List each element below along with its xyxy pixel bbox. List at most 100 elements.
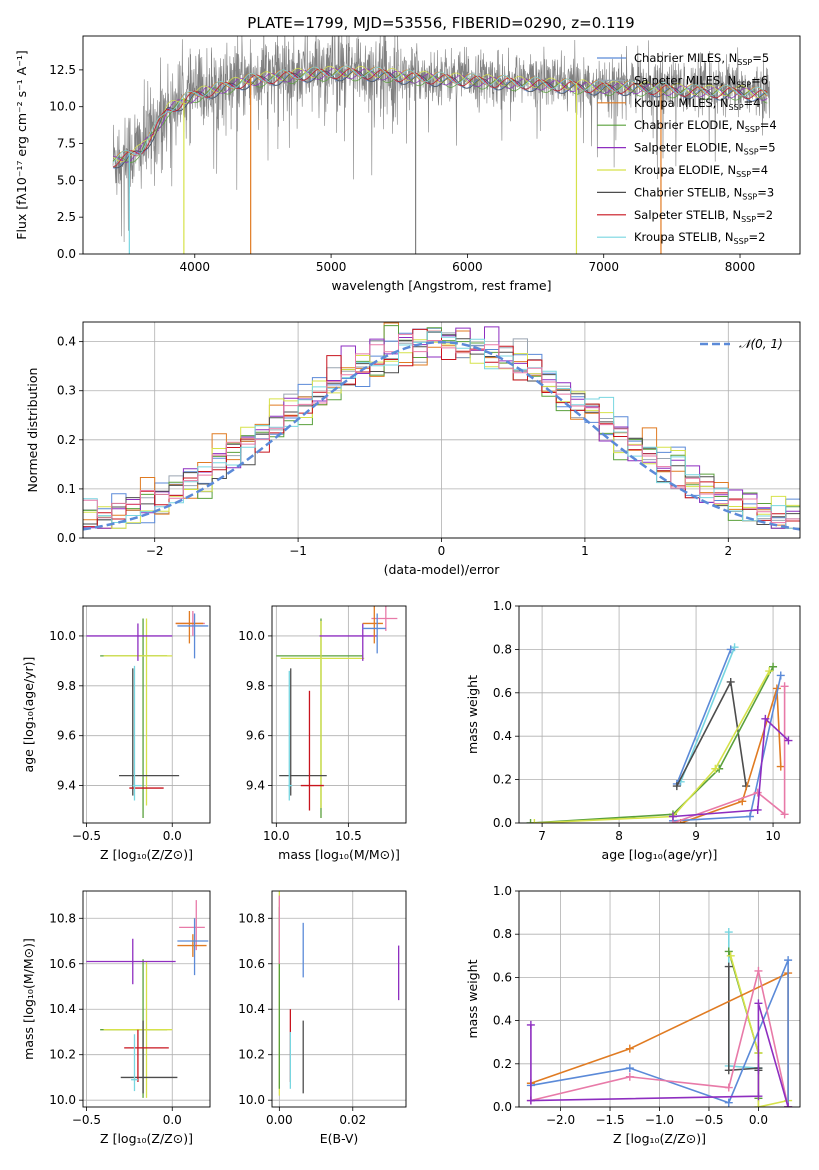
y-tick-label: 0.2 (493, 1057, 512, 1071)
massweight_vs_Z-panel: −2.0 −1.5 −1.0 −0.5 0.0 0.0 0.2 0.4 0.6 0.8 1.0 Z [… (465, 884, 801, 1146)
x-tick-label: 7000 (588, 260, 619, 274)
y-tick-label: 7.5 (57, 137, 76, 151)
legend-label-subscript: SSP (745, 125, 760, 134)
legend-label-text: Chabrier ELODIE, N (634, 118, 745, 132)
y-tick-label: 10.8 (49, 911, 76, 925)
massweight_vs_age-panel: 7 8 9 10 0.0 0.2 0.4 0.6 0.8 1.0 age [log₁₀(age/yr… (465, 599, 801, 862)
massweight_vs_Z-plot-area (526, 928, 793, 1107)
legend-label: Kroupa STELIB, NSSP=2 (634, 230, 765, 246)
y-tick-label: 0.0 (493, 816, 512, 830)
legend-label-subscript: SSP (742, 192, 757, 201)
errorbar-point (124, 1029, 169, 1082)
errorbar-point (120, 1020, 178, 1094)
plus-marker (753, 788, 762, 797)
y-tick-label: 5.0 (57, 173, 76, 187)
legend-label-text: Salpeter ELODIE, N (634, 141, 744, 155)
x-tick-label: 9 (692, 829, 700, 843)
x-tick-label: −0.5 (694, 1113, 723, 1127)
y-tick-label: 10.0 (238, 1093, 265, 1107)
x-tick-label: −1.5 (595, 1113, 624, 1127)
x-axis-label: Z [log₁₀(Z/Z⊙)] (100, 847, 193, 862)
x-tick-label: −1.0 (645, 1113, 674, 1127)
x-tick-label: −0.5 (72, 1113, 101, 1127)
legend-label: Salpeter STELIB, NSSP=2 (634, 208, 773, 224)
plus-marker (780, 810, 789, 819)
errorbar-point (131, 1034, 138, 1092)
errorbar-point (371, 606, 398, 631)
y-tick-label: 9.4 (57, 779, 76, 793)
x-tick-label: −2.0 (546, 1113, 575, 1127)
plus-marker (530, 819, 539, 823)
age_vs_mass-plot-area (276, 606, 398, 819)
plus-marker (625, 1044, 634, 1053)
legend-label-suffix: =5 (759, 141, 776, 155)
errorbar-point (279, 668, 327, 796)
y-tick-label: 10.0 (49, 1093, 76, 1107)
plus-marker (526, 1020, 535, 1029)
legend-label-subscript: SSP (729, 103, 744, 112)
legend-label-suffix: =4 (751, 163, 768, 177)
x-tick-label: −2 (146, 544, 164, 558)
axes-frame (82, 321, 801, 539)
y-tick-label: 0.8 (493, 927, 512, 941)
errorbar-point (280, 620, 365, 809)
mass_vs_ebv-panel: 0.00 0.02 10.0 10.2 10.4 10.6 10.8 E(B-V) (238, 890, 407, 1146)
x-axis-label: E(B-V) (320, 1131, 359, 1146)
axes-frame (82, 890, 211, 1108)
legend-label: Chabrier STELIB, NSSP=3 (634, 185, 774, 201)
grid (272, 891, 406, 1107)
plus-marker (784, 1103, 793, 1107)
legend-label: Kroupa ELODIE, NSSP=4 (634, 163, 768, 179)
errorbar-point (132, 665, 142, 801)
axes-frame (82, 605, 211, 824)
plus-marker (726, 645, 735, 654)
legend-label: Chabrier ELODIE, NSSP=4 (634, 118, 777, 134)
x-tick-label: 8000 (725, 260, 756, 274)
y-tick-label: 10.8 (238, 911, 265, 925)
y-tick-label: 9.6 (246, 729, 265, 743)
normal-curve (83, 340, 800, 531)
legend-label-subscript: SSP (737, 58, 752, 67)
legend-label-suffix: =2 (756, 208, 773, 222)
y-tick-label: 10.0 (49, 629, 76, 643)
model-spectrum (112, 70, 768, 163)
y-tick-label: 10.0 (238, 629, 265, 643)
plus-marker (784, 736, 793, 745)
residuals-panel: −2 −1 0 1 2 0.0 0.1 0.2 0.3 0.4 (data-model)/error… (25, 321, 801, 577)
model-spectrum (112, 67, 768, 168)
age_vs_Z-plot-area (86, 610, 209, 819)
mass-weight-line (672, 717, 790, 818)
x-tick-label: 0.0 (163, 829, 182, 843)
residual-histogram (83, 331, 800, 529)
legend-label-text: Kroupa MILES, N (634, 96, 729, 110)
y-tick-label: 0.1 (57, 482, 76, 496)
y-tick-label: 0.2 (57, 433, 76, 447)
legend-label: 𝒩(0, 1) (739, 337, 783, 351)
chart-title: PLATE=1799, MJD=53556, FIBERID=0290, z=0… (247, 14, 634, 32)
legend-label-suffix: =3 (757, 185, 774, 199)
y-tick-label: 0.4 (493, 729, 512, 743)
y-tick-label: 10.2 (49, 1048, 76, 1062)
plus-marker (672, 782, 681, 791)
model-spectrum (112, 65, 768, 164)
plus-marker (754, 1092, 763, 1101)
x-axis-label: mass [log₁₀(M/M⊙)] (278, 847, 400, 862)
axes-frame (271, 605, 407, 824)
x-axis-label: (data-model)/error (384, 562, 501, 577)
y-tick-label: 10.6 (238, 957, 265, 971)
y-tick-label: 0.4 (493, 1014, 512, 1028)
plus-marker (625, 1064, 634, 1073)
legend-label-subscript: SSP (744, 148, 759, 157)
age_vs_Z-panel: −0.5 0.0 9.4 9.6 9.8 10.0 Z [log₁₀(Z/Z⊙)] age [… (21, 605, 211, 862)
x-tick-label: −1 (289, 544, 307, 558)
y-tick-label: 9.6 (57, 729, 76, 743)
legend-label: Kroupa MILES, NSSP=4 (634, 96, 760, 112)
legend-label-text: Kroupa ELODIE, N (634, 163, 736, 177)
y-tick-label: 0.0 (57, 531, 76, 545)
y-tick-label: 0.2 (493, 773, 512, 787)
legend-label-subscript: SSP (736, 170, 751, 179)
y-tick-label: 10.6 (49, 957, 76, 971)
plus-marker (761, 714, 770, 723)
x-tick-label: 4000 (180, 260, 211, 274)
